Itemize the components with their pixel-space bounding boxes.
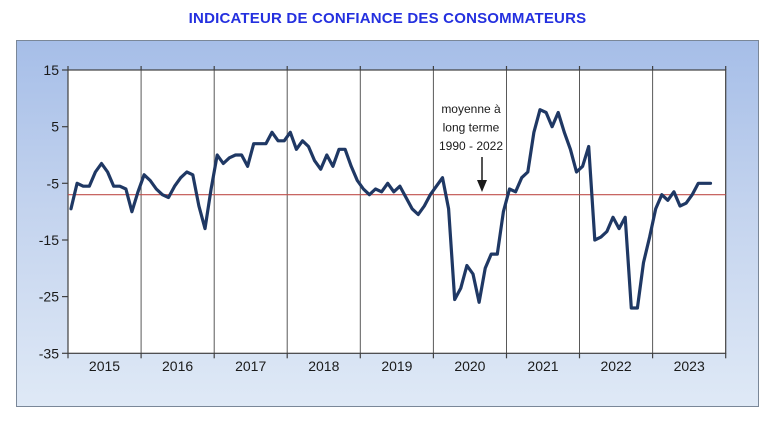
y-axis-label: -25 <box>39 289 59 305</box>
plot-border <box>67 69 727 354</box>
confidence-series-line <box>69 108 713 310</box>
y-axis-label: -5 <box>47 175 60 191</box>
x-axis-label: 2017 <box>235 358 266 374</box>
y-axis-label: 5 <box>51 119 59 135</box>
x-axis-label: 2023 <box>674 358 705 374</box>
x-axis-label: 2021 <box>527 358 558 374</box>
x-axis-label: 2015 <box>89 358 120 374</box>
x-axis-label: 2018 <box>308 358 339 374</box>
x-axis-label: 2022 <box>601 358 632 374</box>
y-axis-label: 15 <box>43 62 59 78</box>
annotation-arrow-head <box>477 180 487 192</box>
long-term-average-annotation: moyenne à <box>441 102 501 116</box>
long-term-average-annotation: 1990 - 2022 <box>439 139 503 153</box>
x-axis-label: 2019 <box>381 358 412 374</box>
x-axis-label: 2016 <box>162 358 193 374</box>
long-term-average-annotation: long terme <box>443 121 500 135</box>
x-axis-label: 2020 <box>454 358 485 374</box>
y-axis-label: -15 <box>39 232 59 248</box>
chart-title: INDICATEUR DE CONFIANCE DES CONSOMMATEUR… <box>188 10 587 27</box>
plot-area <box>68 70 726 354</box>
y-axis-label: -35 <box>39 345 59 361</box>
